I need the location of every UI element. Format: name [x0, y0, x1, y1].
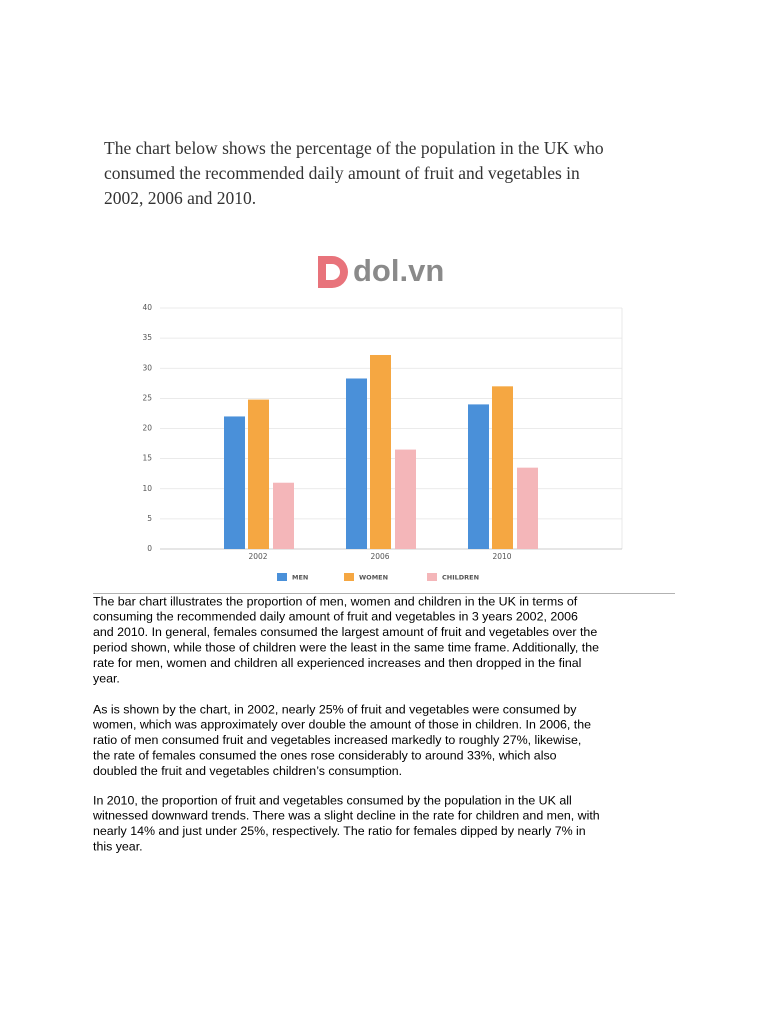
paragraph-line: year. [93, 671, 120, 685]
bar [370, 354, 391, 549]
y-tick-label: 25 [142, 393, 152, 402]
y-tick-label: 40 [142, 303, 152, 312]
y-tick-label: 35 [142, 333, 152, 342]
paragraph-line: this year. [93, 839, 143, 853]
bar [395, 449, 416, 549]
bar [346, 378, 367, 549]
paragraph-line: ratio of men consumed fruit and vegetabl… [93, 733, 581, 747]
y-tick-label: 10 [142, 484, 152, 493]
paragraph-line: witnessed downward trends. There was a s… [92, 809, 600, 823]
x-tick-label: 2002 [248, 552, 267, 561]
paragraph-line: the rate of females consumed the ones ro… [93, 748, 557, 762]
legend-swatch [427, 573, 437, 581]
bar [492, 386, 513, 549]
y-tick-label: 20 [142, 424, 152, 433]
x-tick-label: 2010 [492, 552, 511, 561]
paragraph-line: women, which was approximately over doub… [92, 718, 591, 732]
y-tick-label: 15 [142, 454, 152, 463]
y-tick-label: 30 [142, 363, 152, 372]
y-tick-label: 5 [147, 514, 152, 523]
bar [248, 399, 269, 549]
paragraph-line: and 2010. In general, females consumed t… [93, 625, 597, 639]
legend-label: MEN [292, 574, 308, 582]
bar [224, 416, 245, 549]
heading-line: 2002, 2006 and 2010. [104, 188, 256, 208]
paragraph-line: The bar chart illustrates the proportion… [93, 594, 578, 608]
paragraph-line: nearly 14% and just under 25%, respectiv… [93, 824, 586, 838]
paragraph-line: doubled the fruit and vegetables childre… [93, 764, 402, 778]
paragraph-line: rate for men, women and children all exp… [93, 656, 581, 670]
paragraph-line: consuming the recommended daily amount o… [93, 610, 578, 624]
logo: dol.vn [318, 253, 444, 288]
legend-label: WOMEN [359, 574, 388, 582]
legend-label: CHILDREN [442, 574, 479, 582]
logo-text: dol.vn [353, 253, 444, 288]
bar [468, 404, 489, 549]
paragraph-line: In 2010, the proportion of fruit and veg… [93, 793, 572, 807]
heading-line: The chart below shows the percentage of … [104, 138, 604, 158]
bar [273, 482, 294, 549]
paragraph-line: period shown, while those of children we… [93, 640, 599, 654]
legend-swatch [344, 573, 354, 581]
y-tick-label: 0 [147, 544, 152, 553]
legend-swatch [277, 573, 287, 581]
x-tick-label: 2006 [370, 552, 389, 561]
bar [517, 467, 538, 549]
paragraph-line: As is shown by the chart, in 2002, nearl… [93, 702, 577, 716]
heading-line: consumed the recommended daily amount of… [104, 163, 580, 183]
logo-icon [318, 256, 348, 288]
